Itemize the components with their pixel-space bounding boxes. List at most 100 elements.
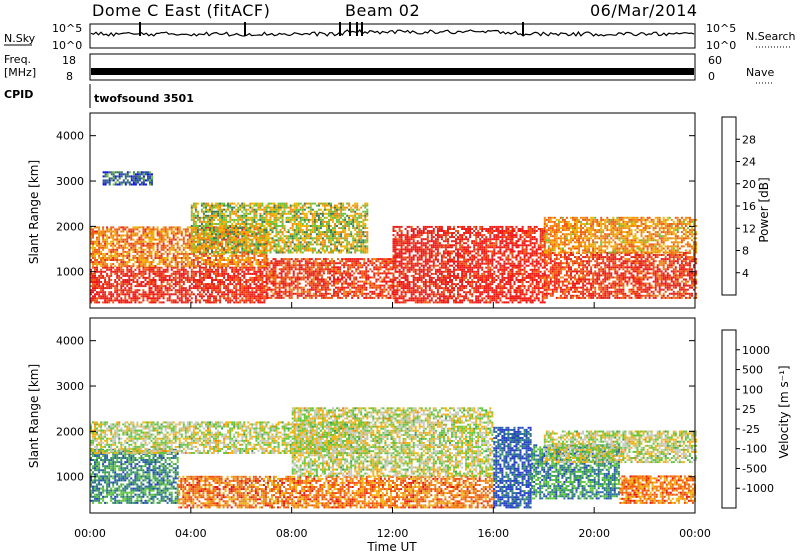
heatmap-cell [253, 276, 256, 279]
heatmap-cell [253, 259, 256, 261]
heatmap-cell [291, 237, 294, 240]
heatmap-cell [253, 233, 256, 236]
heatmap-cell [188, 276, 191, 279]
heatmap-cell [339, 274, 342, 277]
heatmap-cell [316, 280, 319, 283]
heatmap-cell [318, 282, 321, 285]
heatmap-cell [338, 208, 341, 211]
heatmap-cell [120, 226, 123, 229]
heatmap-cell [263, 251, 266, 254]
heatmap-cell [124, 240, 127, 243]
heatmap-cell [278, 290, 281, 293]
heatmap-cell [102, 283, 105, 286]
heatmap-cell [383, 262, 386, 265]
heatmap-cell [394, 256, 397, 259]
heatmap-cell [356, 202, 359, 205]
heatmap-cell [200, 216, 203, 219]
heatmap-cell [138, 250, 141, 253]
heatmap-cell [168, 297, 171, 300]
heatmap-cell [394, 270, 397, 273]
heatmap-cell [297, 220, 300, 223]
heatmap-cell [243, 228, 246, 231]
heatmap-cell [257, 270, 260, 273]
heatmap-cell [271, 214, 274, 217]
heatmap-cell [96, 238, 98, 241]
heatmap-cell [170, 279, 173, 281]
heatmap-cell [136, 232, 139, 235]
heatmap-cell [239, 227, 242, 230]
heatmap-cell [211, 202, 213, 205]
heatmap-cell [90, 279, 92, 281]
heatmap-cell [392, 266, 395, 269]
heatmap-cell [291, 225, 294, 227]
heatmap-cell [217, 239, 220, 242]
heatmap-cell [209, 216, 211, 219]
heatmap-cell [207, 299, 209, 302]
heatmap-cell [245, 225, 248, 227]
heatmap-cell [154, 285, 157, 288]
heatmap-cell [223, 231, 226, 234]
heatmap-cell [176, 254, 179, 257]
heatmap-cell [365, 292, 368, 295]
heatmap-cell [124, 272, 127, 275]
heatmap-cell [282, 262, 285, 265]
heatmap-cell [100, 265, 103, 268]
heatmap-cell [324, 260, 327, 263]
heatmap-cell [263, 291, 266, 294]
heatmap-cell [92, 289, 94, 292]
heatmap-cell [229, 241, 232, 244]
heatmap-cell [364, 227, 367, 230]
heatmap-cell [333, 294, 335, 297]
heatmap-cell [261, 272, 264, 275]
heatmap-cell [247, 293, 250, 296]
heatmap-cell [188, 293, 191, 296]
heatmap-cell [279, 212, 282, 215]
heatmap-cell [369, 262, 372, 265]
heatmap-cell [162, 261, 165, 264]
heatmap-cell [313, 231, 316, 234]
heatmap-cell [338, 218, 341, 221]
station-title: Dome C East (fitACF) [92, 1, 270, 20]
heatmap-cell [356, 241, 359, 244]
heatmap-cell [259, 272, 262, 275]
heatmap-cell [396, 289, 399, 292]
heatmap-cell [126, 285, 129, 288]
heatmap-cell [366, 227, 369, 230]
heatmap-cell [162, 268, 165, 271]
heatmap-cell [330, 247, 332, 250]
heatmap-cell [367, 258, 370, 261]
heatmap-cell [164, 274, 167, 277]
heatmap-cell [267, 223, 270, 225]
heatmap-cell [329, 264, 331, 267]
heatmap-cell [92, 266, 94, 269]
heatmap-cell [178, 297, 181, 300]
heatmap-cell [272, 270, 275, 273]
heatmap-cell [209, 299, 211, 302]
heatmap-cell [306, 262, 309, 265]
heatmap-cell [293, 231, 296, 234]
heatmap-cell [198, 236, 201, 239]
heatmap-cell [270, 262, 273, 265]
heatmap-cell [257, 276, 260, 279]
heatmap-cell [357, 268, 360, 271]
heatmap-cell [337, 272, 339, 275]
heatmap-cell [366, 249, 369, 252]
heatmap-cell [381, 266, 384, 269]
heatmap-cell [348, 251, 351, 254]
heatmap-cell [340, 210, 343, 213]
heatmap-cell [328, 251, 330, 254]
heatmap-cell [116, 250, 119, 253]
heatmap-cell [289, 227, 292, 230]
heatmap-cell [283, 243, 286, 246]
heatmap-cell [186, 238, 189, 241]
heatmap-cell [94, 301, 96, 304]
heatmap-cell [263, 266, 266, 269]
heatmap-cell [352, 220, 355, 223]
heatmap-cell [174, 228, 177, 231]
heatmap-cell [392, 276, 395, 279]
heatmap-cell [221, 291, 224, 294]
heatmap-cell [299, 251, 302, 254]
heatmap-cell [219, 285, 222, 288]
heatmap-cell [94, 226, 96, 229]
heatmap-cell [112, 270, 115, 273]
